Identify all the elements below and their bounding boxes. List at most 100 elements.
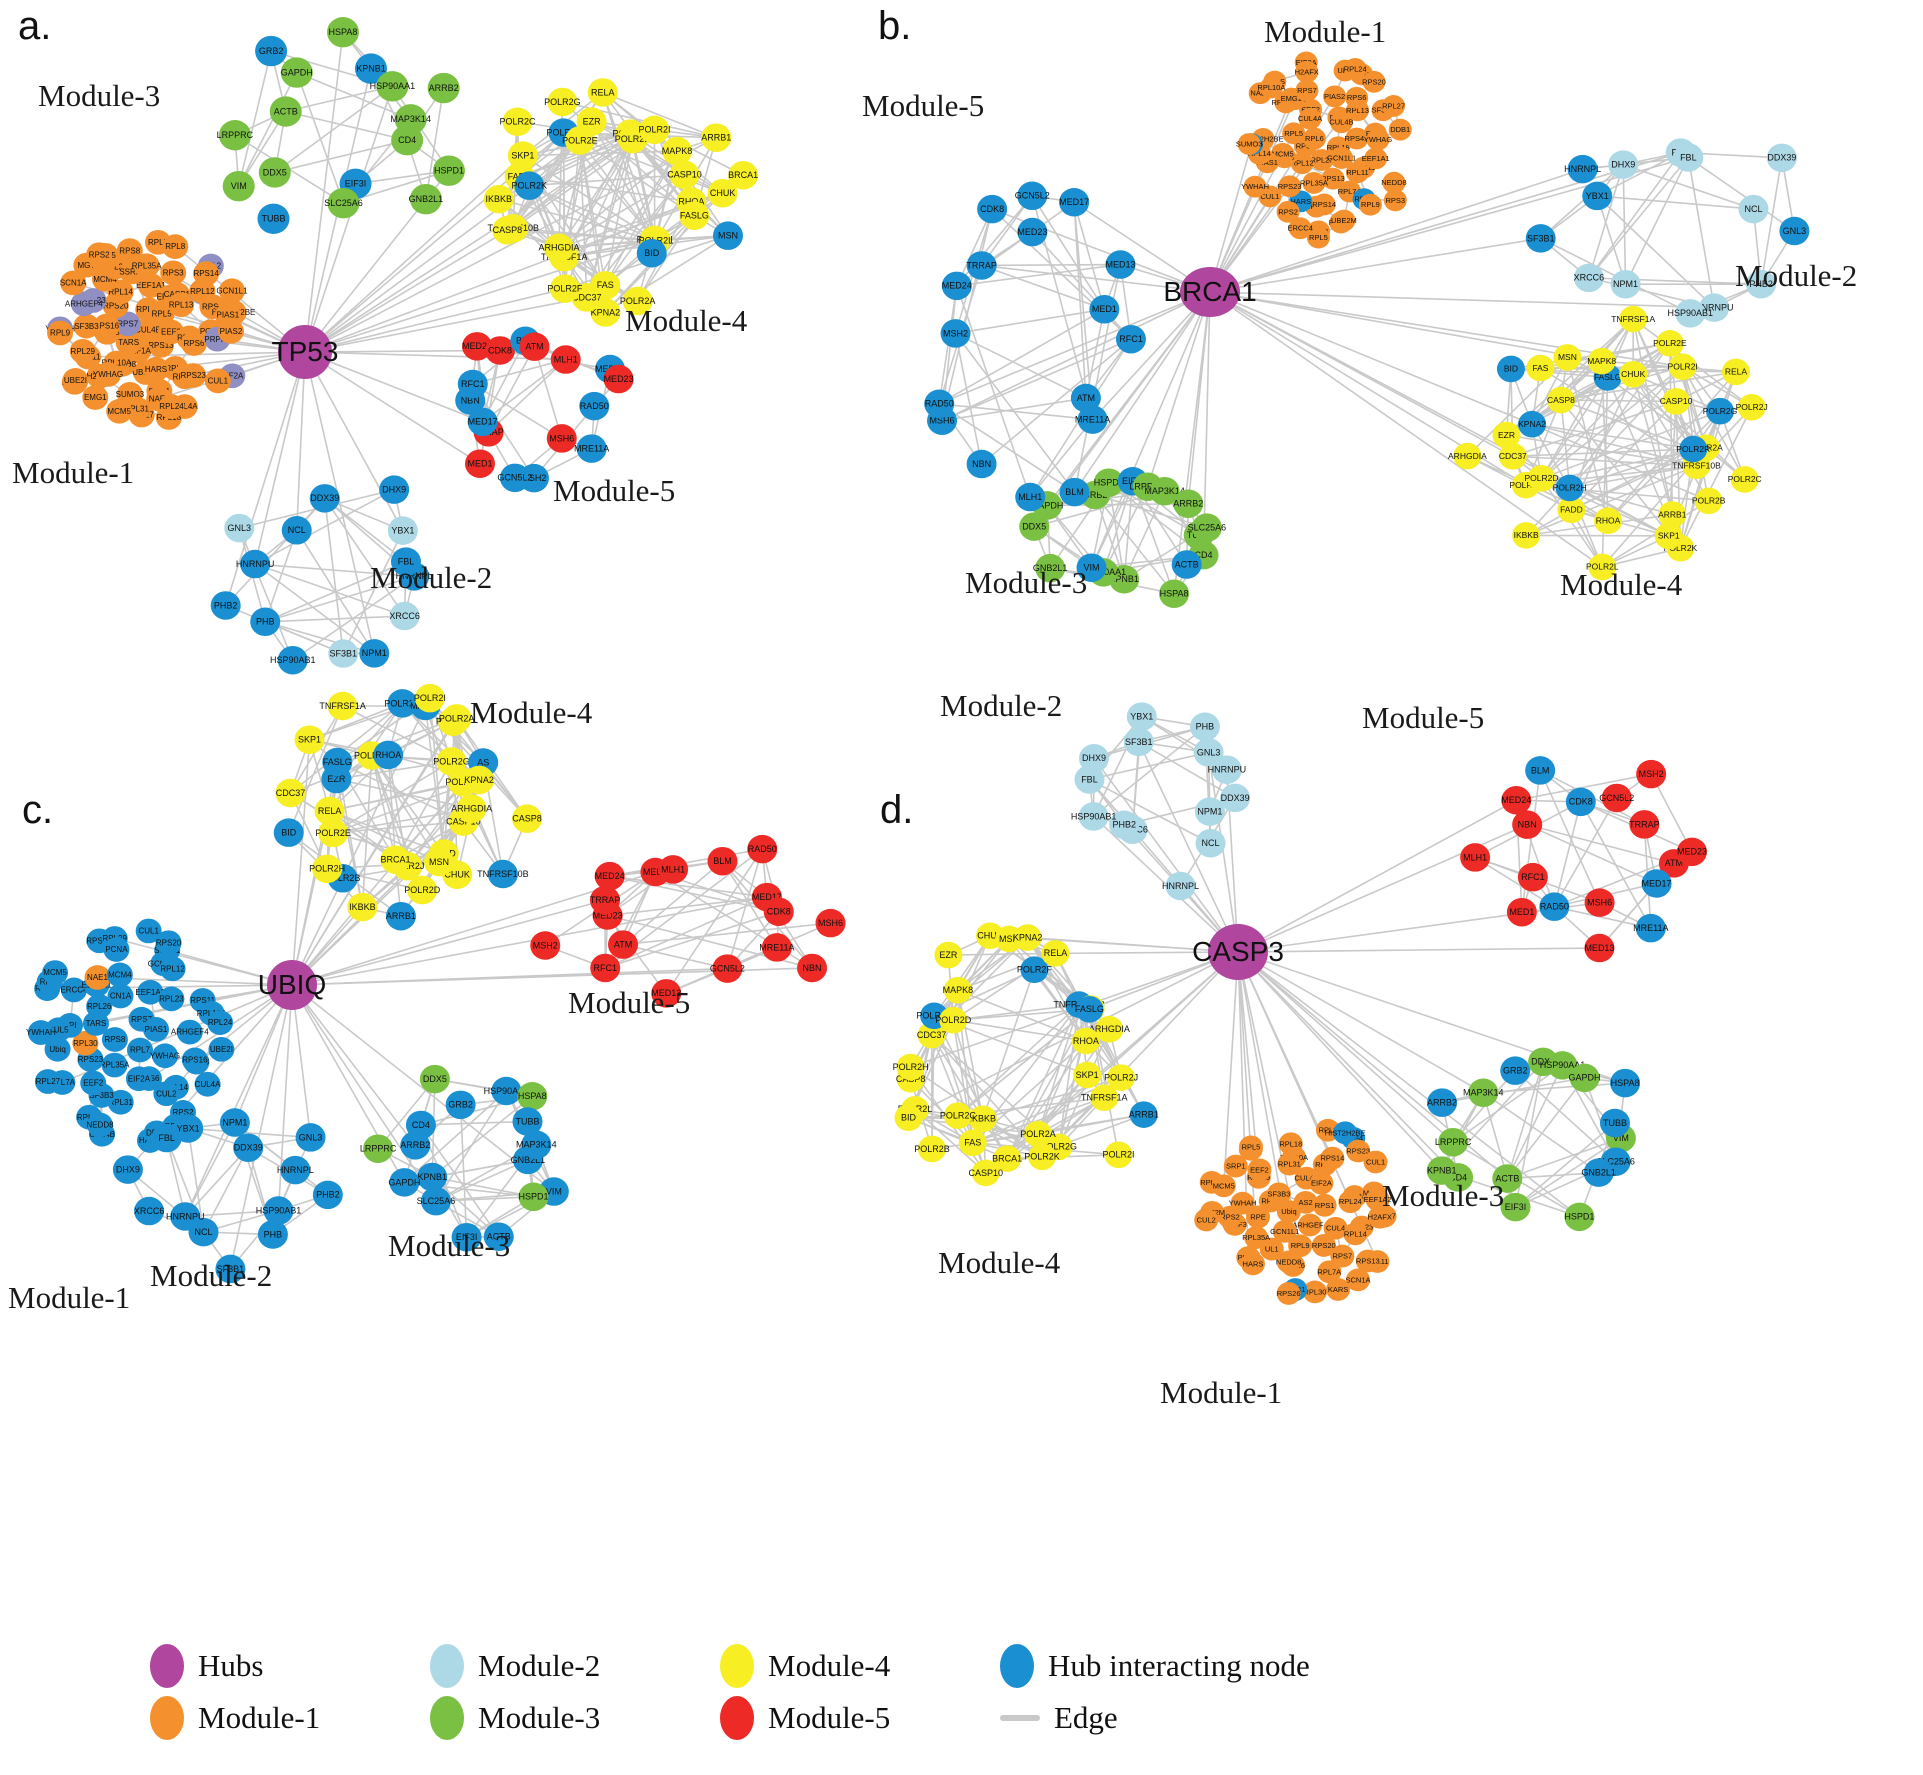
network-node[interactable]: NCL — [281, 516, 312, 545]
network-node[interactable]: HSP90AB1 — [1667, 299, 1713, 328]
network-node[interactable]: RPL10A — [1257, 76, 1285, 99]
network-node[interactable]: BLM — [707, 846, 738, 876]
network-node[interactable]: GNB2L1 — [1033, 553, 1068, 583]
network-node[interactable]: RPL13 — [168, 292, 195, 318]
network-node[interactable]: MAP3K14 — [1144, 476, 1185, 506]
network-node[interactable]: RPS6 — [1345, 86, 1369, 109]
network-node[interactable]: ACTB — [269, 96, 302, 127]
network-node[interactable]: FASLG — [1075, 995, 1104, 1023]
network-node[interactable]: MED1 — [464, 449, 495, 478]
network-node[interactable]: MCM5 — [42, 960, 69, 985]
network-node[interactable]: ARRB2 — [1173, 489, 1203, 518]
network-node[interactable]: CD4 — [405, 1110, 436, 1140]
network-node[interactable]: GCN1L1 — [1270, 1219, 1299, 1243]
network-node[interactable]: RAD50 — [1539, 892, 1570, 921]
network-node[interactable]: HNRNPU — [1695, 293, 1734, 322]
network-node[interactable]: IKBKB — [968, 1105, 997, 1133]
network-node[interactable]: EEF1A1 — [1362, 147, 1390, 170]
network-node[interactable]: RPS26 — [1276, 1282, 1301, 1305]
network-node[interactable]: PHB2 — [210, 591, 241, 620]
network-node[interactable]: FADD — [1557, 496, 1586, 524]
network-node[interactable]: ATM — [608, 930, 639, 959]
network-node[interactable]: EZR — [576, 107, 607, 136]
network-node[interactable]: FBL — [1673, 143, 1704, 172]
network-node[interactable]: RPL12 — [1290, 152, 1314, 175]
network-node[interactable]: ATM — [519, 332, 550, 361]
network-node[interactable]: PHB2 — [1746, 269, 1777, 299]
network-node[interactable]: RPS2 — [1276, 200, 1300, 223]
network-node[interactable]: CDC37 — [275, 778, 306, 808]
network-node[interactable]: SLC25A6 — [324, 187, 363, 219]
network-node[interactable]: AS2 — [1293, 1190, 1318, 1214]
network-node[interactable]: MRE11A — [1633, 913, 1668, 943]
network-node[interactable]: GNL3 — [295, 1123, 326, 1152]
network-node[interactable]: MLH1 — [1015, 482, 1046, 512]
network-node[interactable]: POLR2J — [1736, 393, 1768, 421]
network-node[interactable]: RPS14 — [1320, 1146, 1345, 1170]
network-node[interactable]: POLR2B — [1692, 487, 1726, 515]
network-node[interactable]: RPS4X — [1345, 127, 1370, 150]
network-node[interactable]: RPL9 — [1288, 1234, 1313, 1258]
network-node[interactable]: TNFRSF10B — [477, 859, 529, 889]
network-node[interactable]: SRP1 — [1223, 1154, 1248, 1178]
network-node[interactable]: MAP3K14 — [516, 1130, 557, 1159]
network-node[interactable]: CASP8 — [1546, 386, 1575, 414]
network-node[interactable]: VIM — [222, 170, 255, 202]
network-node[interactable]: MED17 — [468, 407, 498, 437]
network-node[interactable]: POLR2A — [1020, 1120, 1056, 1148]
network-node[interactable]: MCM5 — [1211, 1174, 1236, 1198]
network-node[interactable]: GAPDH — [388, 1168, 420, 1197]
network-node[interactable]: MAP3K14 — [390, 104, 431, 135]
network-node[interactable]: CHUK — [1619, 360, 1648, 388]
network-node[interactable]: HSP90AB1 — [256, 1196, 302, 1225]
network-node[interactable]: NAE1 — [84, 965, 111, 990]
network-node[interactable]: LRPPRC — [1435, 1127, 1472, 1157]
network-node[interactable]: YBX1 — [387, 516, 418, 545]
network-node[interactable]: FBL — [390, 547, 421, 576]
network-node[interactable]: TRRAP — [590, 885, 621, 915]
network-node[interactable]: ARRB1 — [1129, 1101, 1159, 1128]
network-node[interactable]: RPS8 — [116, 238, 143, 264]
network-node[interactable]: POLR2F — [1017, 956, 1053, 983]
network-node[interactable]: POLR2K — [1024, 1143, 1060, 1171]
network-node[interactable]: RPL12 — [159, 956, 186, 982]
network-node[interactable]: SKP1 — [294, 725, 325, 754]
network-node[interactable]: CDK8 — [763, 897, 794, 927]
network-node[interactable]: ERCC4 — [1287, 217, 1313, 240]
network-node[interactable]: RFC1 — [457, 369, 488, 399]
network-node[interactable]: CUL1 — [135, 918, 162, 944]
network-node[interactable]: MED24 — [942, 271, 972, 301]
network-node[interactable]: EIF2A — [125, 1066, 152, 1092]
network-node[interactable]: KPNB1 — [1426, 1156, 1457, 1185]
network-node[interactable]: POLR2C — [500, 107, 537, 136]
network-node[interactable]: GRB2 — [1500, 1056, 1531, 1085]
network-node[interactable]: RPS20 — [155, 930, 182, 956]
network-node[interactable]: MCM4 — [106, 962, 133, 988]
network-node[interactable]: MSN — [1553, 344, 1582, 371]
network-node[interactable]: SCN1A — [60, 270, 87, 296]
network-node[interactable]: RPL23 — [1310, 149, 1334, 171]
network-node[interactable]: CDK8 — [977, 194, 1008, 224]
network-node[interactable]: EMG1 — [82, 385, 109, 410]
network-node[interactable]: UBE2I — [208, 1036, 235, 1062]
network-node[interactable]: RPL5 — [1238, 1135, 1263, 1159]
network-node[interactable]: ARRB1 — [1658, 501, 1687, 528]
network-node[interactable]: YBX1 — [1126, 702, 1157, 731]
network-node[interactable]: MED24 — [595, 861, 625, 891]
network-node[interactable]: RHOA — [1071, 1027, 1100, 1055]
network-node[interactable]: BID — [1496, 355, 1525, 383]
network-node[interactable]: YBX1 — [173, 1114, 204, 1143]
network-node[interactable]: RPL24 — [158, 394, 185, 419]
network-node[interactable]: EIF3I — [451, 1222, 482, 1252]
network-node[interactable]: CUL1 — [204, 368, 231, 394]
network-node[interactable]: POLR2H — [893, 1053, 929, 1081]
network-node[interactable]: GCN5L2 — [1599, 783, 1634, 813]
network-node[interactable]: SF3B3 — [1266, 1182, 1291, 1206]
network-node[interactable]: ATM — [1070, 383, 1101, 413]
network-node[interactable]: GCN5L2 — [1015, 181, 1050, 211]
network-node[interactable]: POLR2F — [547, 274, 583, 303]
network-node[interactable]: UBE2I — [62, 368, 89, 393]
network-node[interactable]: IKBKB — [483, 184, 514, 214]
network-node[interactable]: POLR2H — [309, 854, 345, 884]
network-node[interactable]: DHX9 — [1078, 744, 1109, 773]
